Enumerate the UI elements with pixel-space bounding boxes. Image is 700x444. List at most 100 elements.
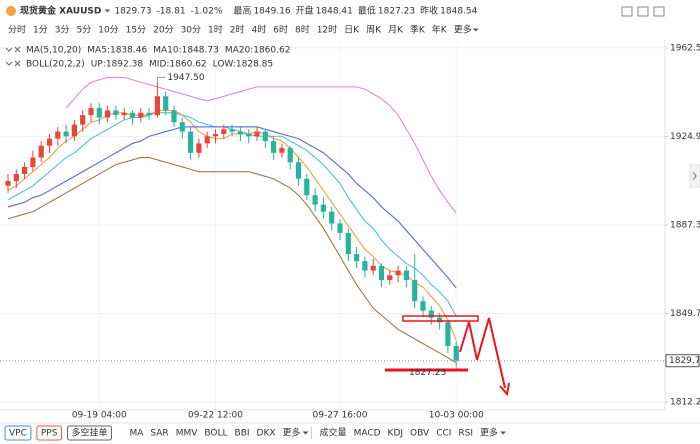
timeframe-tab[interactable]: 周K (366, 25, 382, 36)
icon[interactable] (653, 6, 665, 17)
close-icon[interactable] (14, 60, 21, 67)
candle-body (412, 279, 418, 302)
side-tab[interactable] (689, 164, 700, 188)
timeframe-tab[interactable]: 分时 (8, 24, 26, 36)
tag-button[interactable]: VPC (9, 429, 27, 439)
candle-body (179, 122, 185, 132)
legend-entry[interactable]: MA5:1838.46 (87, 46, 147, 56)
indicator-button[interactable]: 更多 (283, 427, 301, 439)
timeframe-tab[interactable]: 6时 (273, 24, 288, 36)
tag-border[interactable] (36, 425, 62, 441)
candle-body (370, 265, 376, 271)
tag-button[interactable]: 多空挂单 (71, 427, 107, 439)
tag-border[interactable] (66, 425, 112, 441)
candle-body (188, 131, 194, 153)
indicator-button[interactable]: OBV (410, 429, 430, 439)
stat-value: 1849.16 (253, 7, 290, 17)
candle-body (229, 129, 235, 132)
timeframe-tab[interactable]: 4时 (252, 24, 267, 36)
indicator-button[interactable]: RSI (458, 429, 473, 439)
candle-body (395, 270, 401, 276)
dropdown-caret[interactable] (500, 431, 507, 435)
dropdown-caret[interactable] (104, 9, 111, 13)
timeframe-tab[interactable]: 1分 (33, 25, 48, 36)
timeframe-tab[interactable]: 更多 (454, 24, 472, 36)
timeframe-tab[interactable]: 12时 (317, 24, 337, 36)
indicator-button[interactable]: MMV (176, 429, 199, 439)
window-icons[interactable] (621, 6, 665, 17)
drawn-arrowhead (499, 382, 510, 397)
timeframe-tab[interactable]: 10分 (98, 25, 118, 36)
candle-body (337, 223, 343, 233)
quote-value: -1.02% (191, 7, 223, 17)
y-tick-label: 1924.95 (670, 132, 700, 142)
candle-body (420, 301, 426, 311)
legend-icons[interactable] (5, 46, 21, 67)
candle-body (196, 143, 202, 153)
candle-body (13, 174, 19, 182)
symbol-icon (6, 6, 16, 16)
stat-value: 1827.23 (378, 7, 415, 17)
timeframe-tab[interactable]: 3分 (55, 25, 70, 36)
stat-value: 1848.54 (440, 7, 477, 17)
candle-body (403, 270, 409, 280)
candle-body (121, 112, 127, 116)
timeframe-tab[interactable]: 2时 (230, 24, 245, 36)
candle-body (320, 204, 326, 212)
indicator-button[interactable]: MA (129, 429, 144, 439)
timeframe-tab[interactable]: 8时 (295, 24, 310, 36)
candle-body (312, 195, 318, 205)
dropdown-caret[interactable] (302, 431, 309, 435)
indicator-button[interactable]: SAR (150, 429, 168, 439)
y-tick-label: 1849.78 (670, 309, 700, 319)
icon[interactable] (637, 6, 649, 17)
legend-entry[interactable]: MA10:1848.73 (153, 46, 219, 56)
indicator-button[interactable]: 更多 (480, 427, 498, 439)
dropdown-caret[interactable] (472, 28, 479, 32)
candle-body (163, 96, 169, 111)
icon[interactable] (621, 6, 633, 17)
indicator-button[interactable]: MACD (354, 429, 381, 439)
stat-label: 最低 (358, 5, 376, 17)
legend-entry[interactable]: MID:1860.62 (149, 60, 207, 70)
collapse-icon[interactable] (5, 61, 13, 66)
candle-body (271, 141, 277, 153)
tag-button[interactable]: PPS (41, 429, 58, 439)
candle-body (262, 131, 268, 142)
timeframe-tab[interactable]: 20分 (153, 25, 173, 36)
indicator-button[interactable]: BOLL (204, 429, 227, 439)
indicator-button[interactable]: DKX (257, 429, 276, 439)
low-label: 1827.23 (409, 368, 446, 378)
stat-label: 开盘 (296, 5, 314, 17)
timeframe-tab[interactable]: 年K (432, 24, 448, 36)
y-tick-label: 1887.37 (670, 220, 700, 230)
tag-border[interactable] (4, 425, 32, 441)
timeframe-tab[interactable]: 1时 (208, 24, 223, 36)
indicator-button[interactable]: CCI (436, 429, 451, 439)
collapse-icon[interactable] (5, 47, 13, 52)
symbol-name[interactable]: 现货黄金 XAUUSD (20, 5, 101, 17)
candle-body (38, 145, 44, 158)
timeframe-tab[interactable]: 15分 (126, 25, 146, 36)
timeframe-tab[interactable]: 日K (344, 25, 360, 36)
legend-entry[interactable]: UP:1892.38 (91, 60, 144, 70)
x-tick-label: 09-19 04:00 (72, 411, 127, 421)
close-icon[interactable] (14, 46, 21, 53)
quote-value: -18.81 (157, 7, 186, 17)
candle-body (237, 131, 243, 134)
x-tick-label: 10-03 00:00 (429, 411, 484, 421)
candle-body (221, 129, 227, 134)
timeframe-tab[interactable]: 季K (410, 24, 426, 36)
legend-entry[interactable]: LOW:1828.85 (213, 60, 273, 70)
legend-entry[interactable]: MA20:1860.62 (225, 46, 291, 56)
timeframe-tab[interactable]: 5分 (76, 25, 91, 36)
candle-body (129, 112, 136, 118)
side-tab-arrow[interactable] (692, 171, 697, 181)
indicator-button[interactable]: 成交量 (320, 427, 347, 439)
indicator-button[interactable]: KDJ (388, 429, 404, 439)
drawn-annotations (385, 315, 510, 397)
timeframe-tab[interactable]: 月K (388, 25, 404, 36)
candle-body (171, 110, 177, 123)
timeframe-tab[interactable]: 30分 (181, 25, 201, 36)
indicator-button[interactable]: BBI (235, 429, 250, 439)
